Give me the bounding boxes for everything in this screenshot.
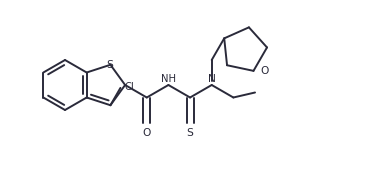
Text: Cl: Cl xyxy=(124,82,134,92)
Text: S: S xyxy=(106,60,113,70)
Text: N: N xyxy=(208,74,216,84)
Text: O: O xyxy=(143,129,151,138)
Text: NH: NH xyxy=(161,74,176,84)
Text: O: O xyxy=(261,66,269,76)
Text: S: S xyxy=(187,129,193,138)
